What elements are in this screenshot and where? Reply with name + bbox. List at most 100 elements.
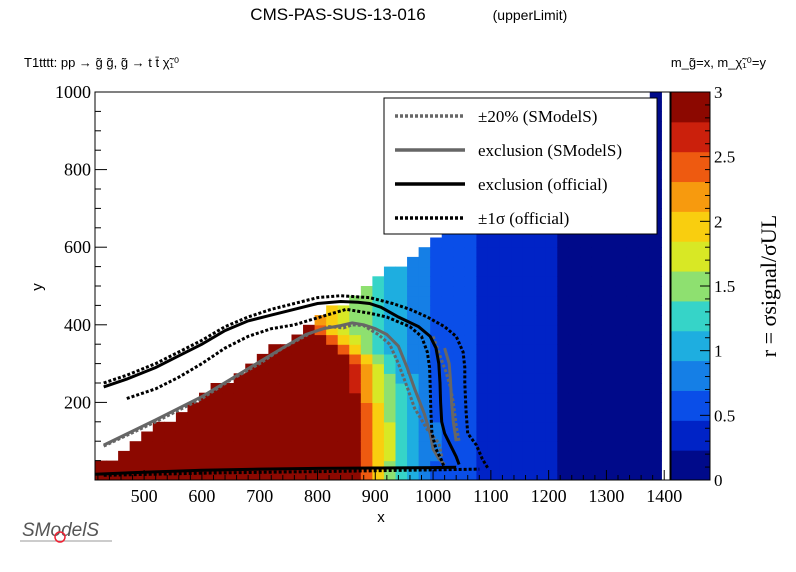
heatmap-cell [430,295,443,306]
heatmap-cell [152,441,165,452]
heatmap-cell [499,460,512,471]
heatmap-cell [360,334,373,345]
heatmap-cell [511,286,524,297]
heatmap-cell [314,412,327,423]
heatmap-cell [545,441,558,452]
color-bar-segment [671,390,710,421]
heatmap-cell [626,402,639,413]
heatmap-cell [626,276,639,287]
heatmap-cell [349,324,362,336]
heatmap-cell [222,412,235,423]
heatmap-cell [615,383,628,394]
heatmap-cell [118,460,131,471]
heatmap-cell [591,266,605,277]
heatmap-cell [303,363,316,374]
heatmap-cell [545,247,558,258]
heatmap-cell [522,266,535,277]
heatmap-cell [349,315,362,326]
heatmap-cell [291,460,304,471]
color-bar-segment [671,181,710,212]
heatmap-cell [222,431,235,442]
heatmap-cell [511,431,524,442]
heatmap-cell [580,295,593,306]
heatmap-cell [441,441,454,452]
heatmap-cell [603,324,616,336]
heatmap-cell [511,392,524,403]
heatmap-cell [395,315,408,326]
heatmap-cell [233,392,246,403]
heatmap-cell [233,441,246,452]
heatmap-cell [487,324,501,336]
heatmap-cell [337,334,350,345]
heatmap-cell [487,441,501,452]
heatmap-cell [395,450,408,462]
heatmap-cell [591,431,605,442]
heatmap-cell [175,412,189,423]
heatmap-cell [453,441,466,452]
heatmap-cell [580,363,593,374]
heatmap-cell [199,421,212,433]
heatmap-cell [591,373,605,384]
heatmap-cell [360,460,373,471]
heatmap-cell [499,402,512,413]
heatmap-cell [638,266,651,277]
heatmap-cell [649,392,662,403]
heatmap-cell [649,295,662,306]
heatmap-cell [256,383,269,394]
heatmap-cell [360,441,373,452]
heatmap-cell [487,276,501,287]
heatmap-cell [222,450,235,462]
heatmap-cell [199,460,212,471]
heatmap-cell [383,344,397,355]
heatmap-cell [372,460,385,471]
heatmap-cell [522,460,535,471]
heatmap-cell [557,295,570,306]
heatmap-cell [245,431,258,442]
heatmap-cell [222,383,235,394]
heatmap-cell [522,276,535,287]
y-tick-label: 400 [64,315,91,335]
heatmap-cell [487,412,501,423]
heatmap-cell [372,334,385,345]
x-tick-label: 1000 [415,486,451,506]
heatmap-cell [591,421,605,433]
heatmap-cell [580,353,593,365]
heatmap-cell [303,470,316,480]
heatmap-cell [557,402,570,413]
heatmap-cell [464,470,478,480]
heatmap-cell [649,431,662,442]
heatmap-cell [580,392,593,403]
contour-lines [95,294,490,477]
heatmap-cell [464,460,478,471]
heatmap-cell [522,353,535,365]
heatmap-cell [557,247,570,258]
heatmap-cell [326,363,339,374]
heatmap-cell [291,363,304,374]
heatmap-cell [534,353,547,365]
heatmap-cell [464,334,478,345]
heatmap-cell [626,383,639,394]
heatmap-cell [476,412,489,423]
heatmap-cell [626,373,639,384]
heatmap-cell [464,441,478,452]
heatmap-cell [545,412,558,423]
heatmap-cell [638,247,651,258]
heatmap-cell [337,441,350,452]
heatmap-cell [326,383,339,394]
heatmap-cell [557,363,570,374]
heatmap-cell [615,363,628,374]
heatmap-cell [326,334,339,345]
heatmap-cell [430,324,443,336]
heatmap-cell [303,353,316,365]
heatmap-cell [383,460,397,471]
heatmap-cell [476,383,489,394]
heatmap-cell [603,305,616,316]
heatmap-cell [453,402,466,413]
heatmap-cell [291,373,304,384]
heatmap-cell [649,402,662,413]
heatmap-cell [222,421,235,433]
heatmap-cell [626,460,639,471]
heatmap-cell [499,373,512,384]
heatmap-cell [603,460,616,471]
heatmap-cell [568,286,582,297]
